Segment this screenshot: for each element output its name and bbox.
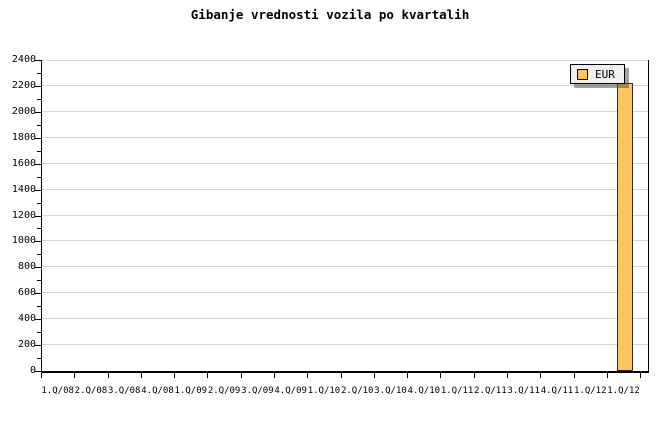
x-tick (373, 373, 375, 378)
x-tick (174, 373, 176, 378)
y-grid-line (42, 266, 648, 268)
y-major-tick (35, 163, 41, 165)
x-tick (473, 373, 475, 378)
x-tick-label: 4.Q/11 (540, 386, 574, 396)
x-tick-label: 4.Q/09 (274, 386, 307, 396)
y-minor-tick (37, 280, 41, 282)
y-grid-line (42, 318, 648, 320)
y-grid-line (42, 136, 648, 138)
x-tick (540, 373, 542, 378)
y-grid-line (42, 214, 648, 216)
y-major-tick (35, 371, 41, 372)
y-tick-label: 2200 (11, 79, 36, 91)
y-major-tick (35, 215, 41, 217)
x-tick-label: 1.Q/08 (41, 386, 74, 396)
x-tick (640, 373, 642, 378)
x-tick-label: 3.Q/09 (241, 386, 274, 396)
x-tick (307, 373, 309, 378)
x-tick-label: 4.Q/08 (141, 386, 174, 396)
x-tick (207, 373, 209, 378)
x-tick-label: 1.Q/11 (440, 386, 474, 396)
y-major-tick (35, 345, 41, 347)
y-minor-tick (37, 228, 41, 230)
y-axis: 0 200 400 600 800 1000 1200 1400 1600 1800 2000 220… (0, 55, 41, 376)
x-tick-label: 1.Q/09 (174, 386, 208, 396)
y-minor-tick (37, 176, 41, 178)
x-tick-label: 1.Q/12 (574, 386, 607, 396)
y-tick-label: 1200 (11, 209, 36, 221)
x-tick (274, 373, 276, 378)
x-tick-label: 2.Q/09 (207, 386, 241, 396)
y-tick-label: 2000 (11, 105, 36, 117)
y-minor-tick (37, 254, 41, 256)
y-minor-tick (37, 72, 41, 74)
y-tick-label: 0 (29, 365, 36, 376)
y-grid-line (42, 60, 648, 61)
x-axis: 1.Q/08 2.Q/08 3.Q/08 4.Q/08 1.Q/09 2.Q/09 3.Q/… (41, 373, 649, 403)
x-tick (240, 373, 242, 378)
x-tick-label: 1.Q/12 (607, 386, 640, 396)
y-tick-label: 800 (17, 261, 36, 273)
y-major-tick (35, 241, 41, 243)
x-tick (41, 373, 42, 378)
y-tick-label: 200 (17, 339, 36, 351)
x-tick (140, 373, 142, 378)
y-tick-label: 600 (17, 287, 36, 299)
x-tick-label: 1.Q/10 (307, 386, 341, 396)
x-tick-label: 3.Q/08 (107, 386, 141, 396)
y-minor-tick (37, 202, 41, 204)
y-grid-line (42, 292, 648, 294)
x-tick (340, 373, 342, 378)
x-tick (107, 373, 109, 378)
legend: EUR (570, 64, 625, 84)
x-tick-label: 3.Q/10 (374, 386, 407, 396)
y-minor-tick (37, 358, 41, 360)
x-tick-label: 3.Q/11 (507, 386, 540, 396)
y-minor-tick (37, 332, 41, 334)
y-grid-line (42, 344, 648, 346)
y-grid-line (42, 188, 648, 190)
x-tick (507, 373, 509, 378)
y-grid-line (42, 84, 648, 86)
x-tick (573, 373, 575, 378)
x-tick (440, 373, 442, 378)
chart-title: Gibanje vrednosti vozila po kvartalih (190, 7, 470, 22)
y-minor-tick (37, 124, 41, 126)
y-major-tick (35, 319, 41, 321)
x-tick (606, 373, 608, 378)
y-minor-tick (37, 306, 41, 308)
legend-label: EUR (595, 67, 615, 81)
x-tick (407, 373, 409, 378)
x-tick-label: 2.Q/11 (474, 386, 507, 396)
y-tick-label: 400 (17, 313, 36, 325)
y-major-tick (35, 111, 41, 113)
y-major-tick (35, 293, 41, 295)
y-tick-label: 1400 (11, 183, 36, 195)
y-major-tick (35, 189, 41, 191)
plot-area (41, 60, 649, 373)
x-tick-label: 4.Q/10 (407, 386, 441, 396)
x-tick (74, 373, 76, 378)
y-major-tick (35, 137, 41, 139)
y-minor-tick (37, 150, 41, 152)
y-tick-label: 1800 (11, 131, 36, 143)
legend-swatch-icon (577, 68, 588, 80)
y-grid-line (42, 110, 648, 112)
bar-eur (616, 83, 633, 371)
y-minor-tick (37, 98, 41, 100)
y-major-tick (35, 60, 41, 61)
x-tick-label: 2.Q/08 (74, 386, 108, 396)
y-major-tick (35, 267, 41, 269)
y-grid-line (42, 162, 648, 164)
y-tick-label: 1600 (11, 157, 36, 169)
y-grid-line (42, 240, 648, 242)
y-tick-label: 2400 (11, 54, 36, 65)
y-tick-label: 1000 (11, 235, 36, 247)
x-tick-label: 2.Q/10 (340, 386, 374, 396)
y-major-tick (35, 85, 41, 87)
